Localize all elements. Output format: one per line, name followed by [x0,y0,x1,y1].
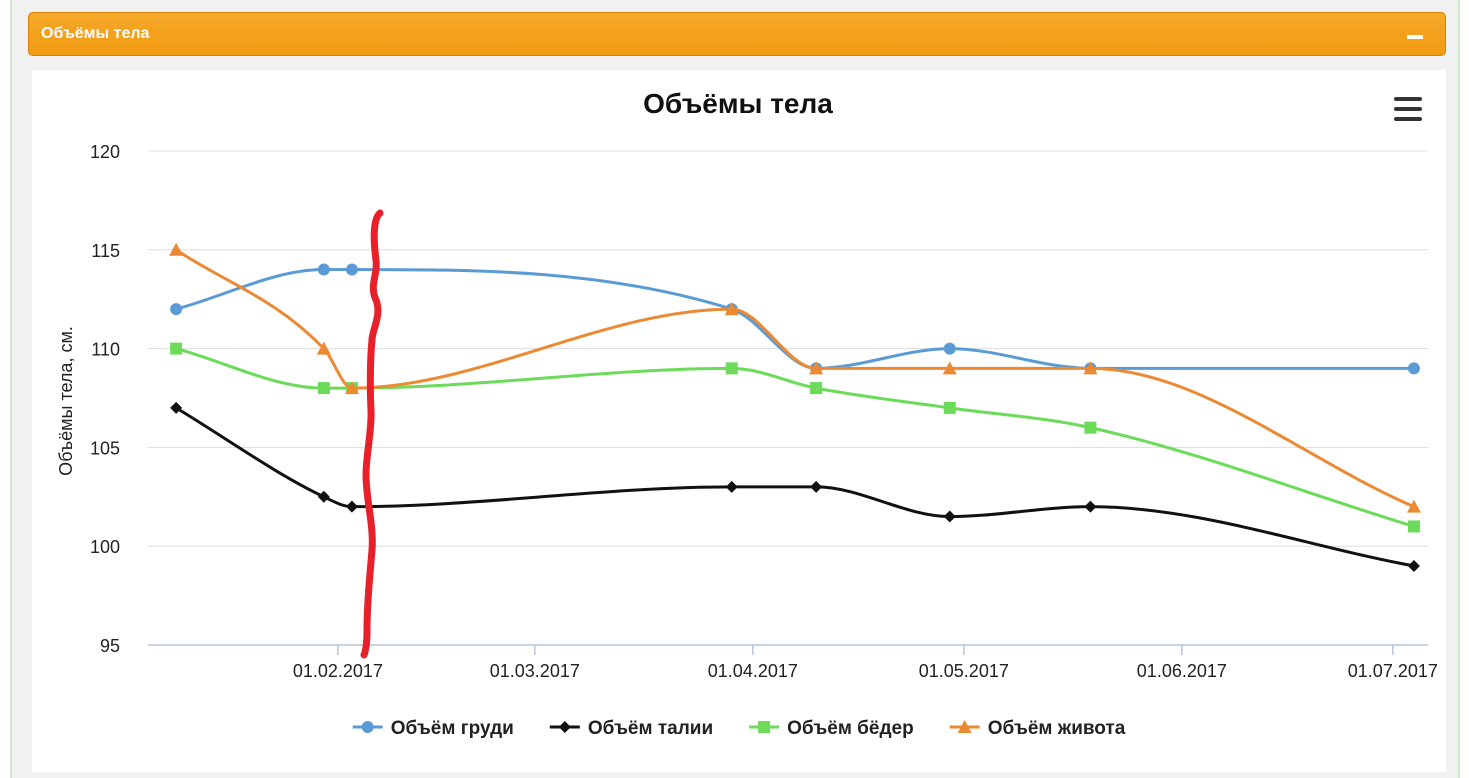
legend-item[interactable]: Объём живота [949,718,1126,739]
legend-label: Объём талии [588,718,713,739]
x-tick-label: 01.07.2017 [1348,661,1438,681]
legend: Объём груди Объём талии Объём бёдер Объём ж… [352,718,1126,739]
data-point [345,500,358,513]
data-point [344,381,359,395]
data-point [345,263,358,276]
data-point [1407,520,1420,533]
data-point [1084,500,1097,513]
x-tick-label: 01.03.2017 [490,661,580,681]
y-tick-label: 115 [91,241,120,261]
data-point [170,303,183,316]
y-tick-label: 100 [90,537,120,557]
y-tick-label: 110 [91,340,120,360]
y-axis-ticks: 95 100 105 110 115 120 [90,142,120,656]
collapse-button[interactable] [1405,27,1425,43]
legend-item[interactable]: Объём бёдер [749,718,914,739]
data-point [170,342,183,355]
series-group [169,242,1421,572]
y-tick-label: 95 [100,636,120,656]
chart: Объёмы тела 95 100 105 110 115 120 01.02.2017… [56,88,1438,739]
red-marker-annotation [360,209,384,659]
series-line [175,248,1415,509]
data-point [943,342,956,355]
y-axis-label: Объёмы тела, см. [56,326,76,476]
data-point [943,401,956,414]
data-point [1083,361,1098,375]
gridlines [148,150,1428,547]
data-point [942,361,957,375]
data-point [725,480,738,493]
legend-item[interactable]: Объём талии [549,718,713,739]
data-point [724,302,739,316]
x-tick-label: 01.05.2017 [919,661,1009,681]
chart-card: Объёмы тела 95 100 105 110 115 120 01.02.2017… [32,70,1446,772]
data-point [725,362,738,375]
data-point [810,480,823,493]
y-tick-label: 120 [90,142,120,162]
series-line [175,347,1415,528]
legend-item[interactable]: Объём груди [352,718,514,739]
data-point [1084,421,1097,434]
legend-marker [758,721,771,733]
data-point [943,510,956,523]
legend-marker [361,721,374,733]
data-point [1406,499,1421,513]
data-point [809,361,824,375]
y-tick-label: 105 [90,438,120,458]
data-point [316,341,331,355]
data-point [810,382,823,395]
legend-label: Объём груди [391,718,514,739]
data-point [1407,559,1420,572]
series-line [175,406,1415,568]
legend-label: Объём бёдер [787,718,914,739]
data-point [317,263,330,276]
chart-menu-button[interactable] [1394,97,1422,121]
series-4 [169,242,1421,513]
data-point [170,401,183,414]
data-point [1407,362,1420,375]
series-line [175,268,1414,370]
legend-marker [558,721,571,733]
panel-header: Объёмы тела [28,12,1446,56]
legend-label: Объём живота [988,718,1126,739]
panel-title: Объёмы тела [41,25,150,42]
series-3 [170,342,1420,533]
chart-title: Объёмы тела [643,88,833,119]
data-point [317,490,330,503]
x-tick-label: 01.04.2017 [708,661,798,681]
legend-marker [957,720,972,733]
data-point [169,242,184,256]
series-2 [170,401,1420,572]
x-tick-label: 01.06.2017 [1137,661,1227,681]
x-tick-label: 01.02.2017 [293,661,383,681]
data-point [317,382,330,395]
x-axis: 01.02.2017 01.03.2017 01.04.2017 01.05.2017… [148,644,1438,681]
